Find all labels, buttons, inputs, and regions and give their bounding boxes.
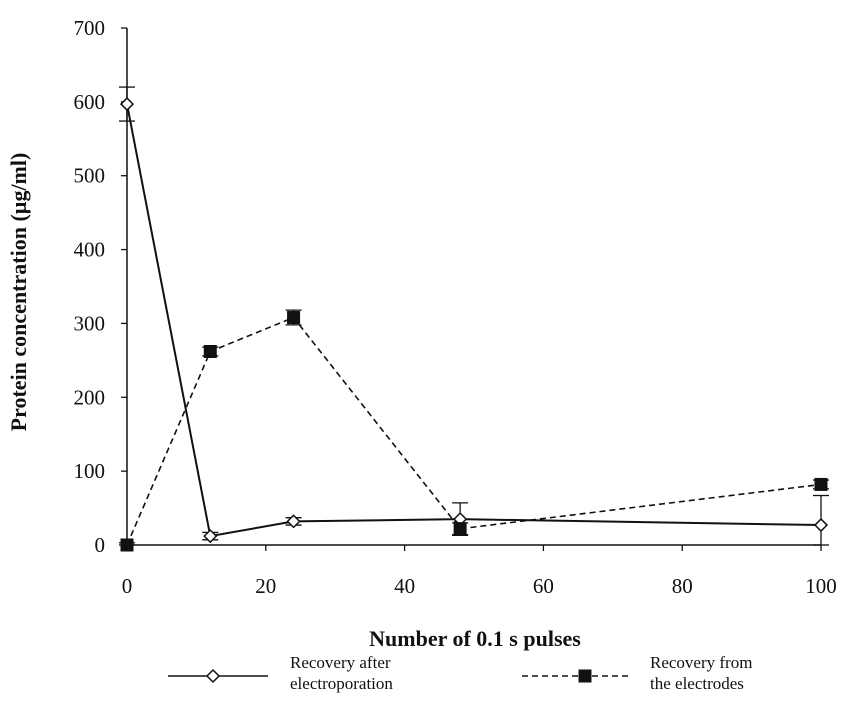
y-tick-label: 300 <box>74 311 106 335</box>
legend-marker <box>578 669 592 683</box>
x-tick-label: 20 <box>255 574 276 598</box>
legend-marker <box>205 668 221 684</box>
y-tick-label: 700 <box>74 16 106 40</box>
x-tick-label: 40 <box>394 574 415 598</box>
x-tick-label: 80 <box>672 574 693 598</box>
y-tick-label: 0 <box>95 533 106 557</box>
data-point <box>453 522 467 536</box>
legend-label: the electrodes <box>650 674 744 693</box>
y-tick-label: 100 <box>74 459 106 483</box>
data-point <box>119 97 135 112</box>
data-point <box>286 514 301 529</box>
data-point <box>203 529 218 544</box>
y-axis-title: Protein concentration (µg/ml) <box>6 153 31 432</box>
axes <box>126 28 821 546</box>
series-line <box>126 316 822 546</box>
series-2 <box>119 309 829 552</box>
y-tick-label: 600 <box>74 90 106 114</box>
legend: Recovery after electroporation Recovery fr… <box>168 653 752 693</box>
x-tick-label: 0 <box>122 574 133 598</box>
legend-label: Recovery after <box>290 653 391 672</box>
series-line <box>126 103 822 538</box>
data-point <box>287 311 301 325</box>
data-point <box>814 477 828 491</box>
series-1 <box>119 86 829 546</box>
data-point <box>120 538 134 552</box>
x-tick-label: 60 <box>533 574 554 598</box>
y-tick-label: 500 <box>74 164 106 188</box>
data-point <box>813 517 829 533</box>
y-tick-label: 400 <box>74 238 106 262</box>
legend-label: electroporation <box>290 674 393 693</box>
series-layer <box>119 86 829 552</box>
ticks: 0 100 200 300 400 500 600 700 0 20 40 60 80 100 <box>74 16 837 598</box>
legend-entry-2: Recovery from the electrodes <box>522 653 752 693</box>
legend-label: Recovery from <box>650 653 752 672</box>
y-tick-label: 200 <box>74 385 106 409</box>
legend-entry-1: Recovery after electroporation <box>168 653 393 693</box>
x-tick-label: 100 <box>805 574 837 598</box>
data-point <box>203 344 217 358</box>
x-axis-title: Number of 0.1 s pulses <box>369 626 581 651</box>
